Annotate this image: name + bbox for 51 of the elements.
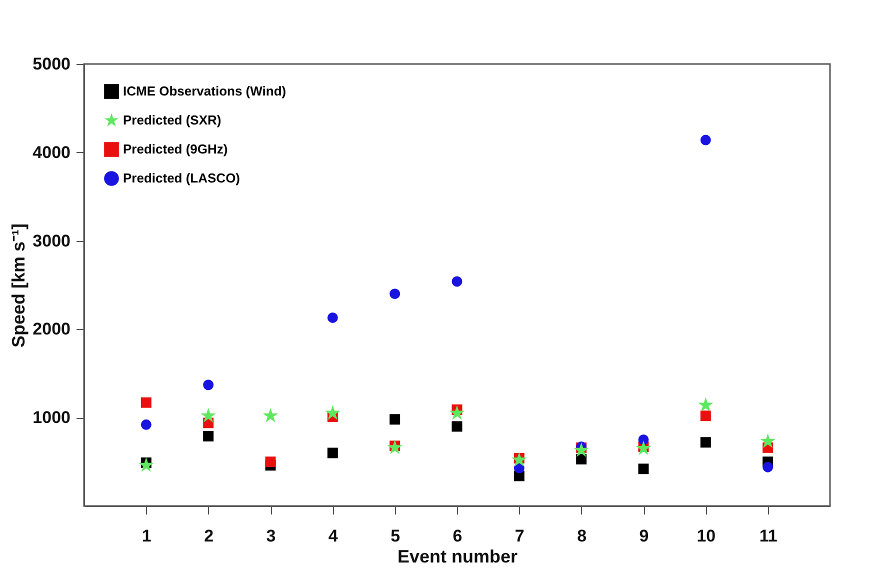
- point: [762, 462, 774, 472]
- point: [698, 397, 714, 412]
- x-tick-label: 2: [204, 526, 214, 546]
- point: [636, 440, 652, 456]
- x-tick-label: 5: [390, 526, 400, 546]
- x-tick-label: 10: [696, 526, 716, 546]
- point: [203, 380, 214, 390]
- y-tick-label: 1000: [32, 408, 70, 428]
- point: [638, 434, 649, 445]
- point: [452, 421, 462, 432]
- x-axis-title: Event number: [397, 546, 518, 566]
- point: [138, 457, 154, 472]
- legend-label: Predicted (9GHz): [123, 142, 228, 156]
- x-tick-label: 9: [639, 526, 649, 546]
- legend-label: Predicted (LASCO): [123, 170, 240, 186]
- x-tick-label: 8: [577, 526, 587, 546]
- point: [700, 410, 711, 422]
- x-tick-label: 3: [266, 526, 276, 546]
- x-tick-label: 11: [759, 526, 778, 546]
- point: [390, 414, 400, 425]
- point: [262, 408, 278, 422]
- point: [452, 276, 462, 287]
- point: [512, 452, 527, 467]
- point: [140, 419, 152, 430]
- point: [203, 430, 214, 442]
- point: [390, 288, 400, 300]
- x-tick-label: 6: [452, 526, 462, 546]
- point: [574, 442, 589, 457]
- legend-label: ICME Observations (Wind): [123, 84, 286, 98]
- legend-label: Predicted (SXR): [123, 112, 222, 128]
- point: [325, 405, 340, 420]
- x-tick-label: 4: [328, 526, 338, 546]
- y-tick-label: 5000: [32, 54, 70, 74]
- point: [700, 437, 711, 448]
- point: [449, 405, 465, 420]
- point: [760, 433, 776, 448]
- y-tick-label: 4000: [32, 142, 70, 162]
- point: [327, 312, 338, 323]
- y-tick-label: 2000: [32, 320, 70, 339]
- x-tick-label: 1: [142, 526, 152, 546]
- point: [700, 134, 711, 146]
- y-tick-label: 3000: [32, 231, 70, 250]
- x-tick-label: 7: [514, 526, 524, 546]
- point: [200, 408, 216, 422]
- point: [265, 456, 276, 468]
- point: [327, 448, 338, 458]
- point: [638, 464, 649, 474]
- point: [576, 454, 587, 464]
- point: [140, 397, 152, 408]
- y-axis-title: Speed [km s⁻¹]: [8, 223, 29, 348]
- point: [387, 440, 402, 454]
